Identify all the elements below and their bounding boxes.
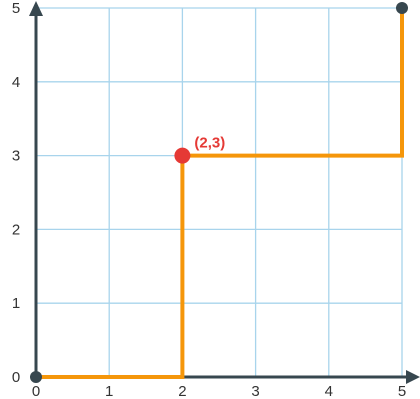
grid-lines — [35, 7, 403, 378]
x-tick-label: 2 — [178, 383, 186, 399]
y-tick-label: 5 — [12, 0, 20, 17]
annotation-label: (2,3) — [194, 135, 225, 152]
y-axis-arrow — [29, 1, 43, 16]
x-tick-label: 4 — [325, 383, 333, 399]
marker-point-2 — [174, 147, 191, 164]
series-layer — [36, 8, 404, 379]
marker-point-1 — [396, 2, 408, 14]
y-tick-label: 4 — [12, 74, 20, 91]
marker-point-0 — [30, 371, 42, 383]
y-tick-label: 0 — [12, 369, 20, 386]
x-tick-label: 1 — [105, 383, 113, 399]
x-tick-label: 0 — [32, 383, 40, 399]
x-tick-label: 3 — [251, 383, 259, 399]
marker-layer — [30, 2, 408, 383]
y-tick-label: 2 — [12, 221, 20, 238]
axes — [29, 1, 420, 384]
x-tick-label: 5 — [398, 383, 406, 399]
y-tick-label: 3 — [12, 148, 20, 165]
x-axis-arrow — [406, 370, 420, 384]
series-path-0 — [36, 8, 404, 379]
tick-labels: 0 1 2 3 4 5 0 1 2 3 4 5 — [12, 0, 406, 399]
y-tick-label: 1 — [12, 295, 20, 312]
